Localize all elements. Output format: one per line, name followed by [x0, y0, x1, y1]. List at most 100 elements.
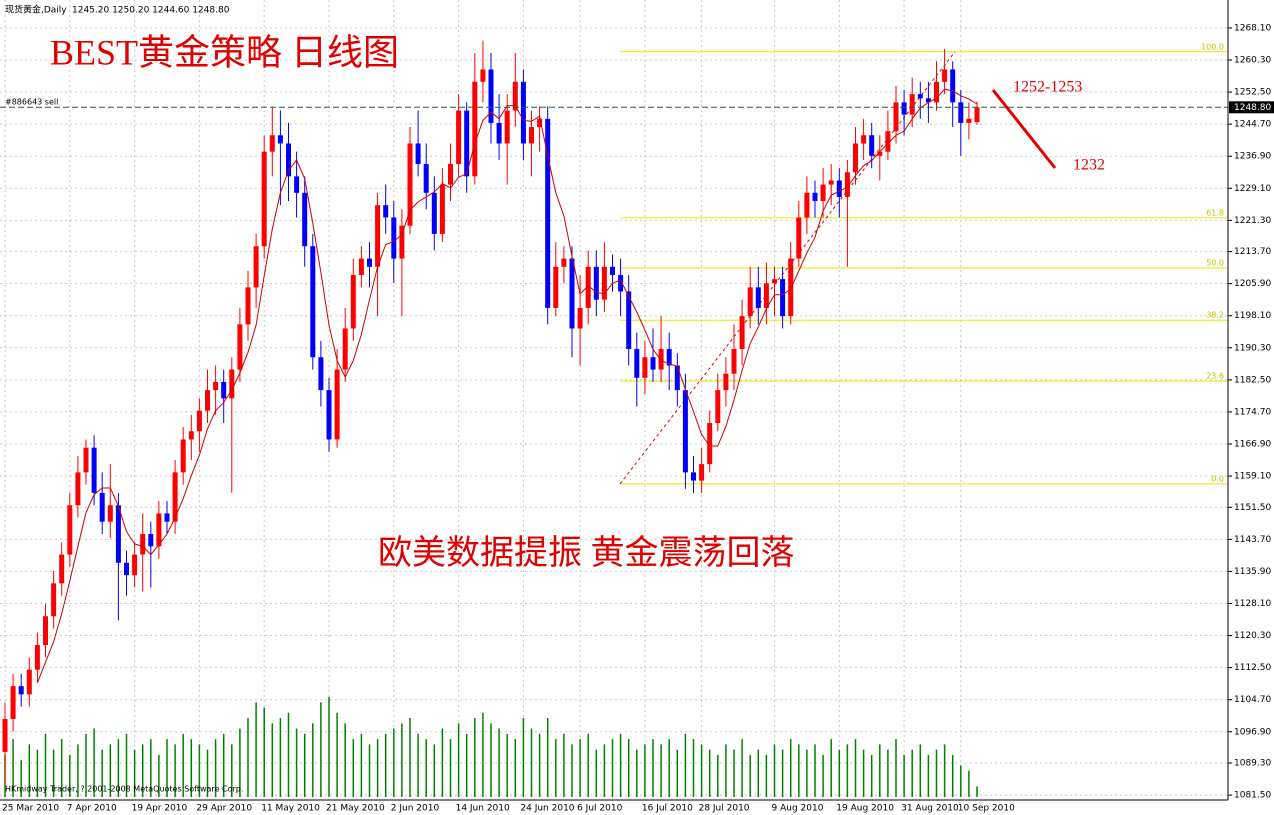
candle-body — [51, 583, 57, 617]
candle-body — [26, 669, 32, 695]
candle-body — [666, 349, 672, 366]
header-symbol: 现货黄金,Daily — [5, 4, 67, 16]
candle-body — [569, 258, 575, 329]
header-ohlc: 1245.20 1250.20 1244.60 1248.80 — [72, 6, 230, 16]
candle-body — [529, 127, 534, 144]
y-tick-label: 1213.70 — [1234, 247, 1271, 257]
y-tick-label: 1260.30 — [1234, 56, 1271, 66]
candle-body — [43, 616, 48, 646]
x-tick-label: 9 Aug 2010 — [772, 804, 824, 814]
y-tick-label: 1166.90 — [1234, 439, 1271, 449]
candle-body — [755, 287, 761, 308]
candle-body — [626, 291, 632, 350]
candle-body — [893, 102, 899, 132]
y-tick-label: 1244.70 — [1234, 120, 1271, 130]
fibo-label: 0.0 — [1211, 474, 1224, 483]
y-tick-label: 1182.50 — [1234, 375, 1271, 385]
y-tick-label: 1135.90 — [1234, 567, 1271, 577]
candle-body — [423, 164, 429, 193]
candle-body — [59, 554, 65, 584]
candle-body — [958, 102, 964, 123]
candle-body — [180, 439, 186, 473]
candle-body — [415, 143, 421, 165]
fibo-label: 100.0 — [1201, 42, 1224, 51]
candle-body — [375, 205, 381, 267]
candle-body — [901, 102, 907, 115]
current-price-label: 1248.80 — [1234, 103, 1271, 113]
candle-body — [504, 110, 510, 144]
x-tick-label: 14 Jun 2010 — [456, 804, 510, 814]
x-tick-label: 16 Jul 2010 — [642, 804, 693, 814]
x-tick-label: 21 May 2010 — [326, 804, 385, 814]
candle-body — [699, 464, 705, 481]
candle-body — [83, 447, 89, 473]
annotation-note: 欧美数据提振 黄金震荡回落 — [378, 534, 795, 572]
candle-body — [593, 266, 599, 300]
candle-body — [115, 505, 121, 563]
candle-body — [350, 275, 356, 329]
candle-body — [480, 69, 486, 82]
candle-body — [439, 184, 445, 234]
y-tick-label: 1268.10 — [1234, 23, 1271, 33]
candle-body — [585, 266, 591, 308]
candle-body — [172, 472, 178, 522]
y-tick-label: 1120.30 — [1234, 631, 1271, 641]
candle-body — [836, 180, 842, 197]
candle-body — [391, 217, 397, 259]
annotation-target-low: 1232 — [1073, 157, 1105, 174]
candle-body — [124, 562, 129, 576]
fibo-layer: 100.0 61.8 50.0 38.2 23.6 0.0 — [619, 42, 1228, 485]
candle-body — [796, 217, 802, 259]
y-tick-label: 1190.30 — [1234, 343, 1271, 353]
candle-body — [99, 492, 105, 522]
candle-body — [245, 287, 251, 325]
candle-body — [334, 369, 340, 440]
x-tick-label: 25 Mar 2010 — [2, 804, 59, 814]
candle-body — [148, 534, 154, 547]
y-tick-label: 1128.10 — [1234, 599, 1271, 609]
fibo-label: 23.6 — [1206, 372, 1224, 381]
candle-body — [75, 472, 81, 506]
candle-body — [942, 69, 948, 82]
candle-body — [925, 98, 931, 103]
candle-body — [512, 81, 518, 111]
candle-body — [448, 164, 453, 185]
candle-body — [869, 135, 875, 156]
candle-body — [383, 205, 389, 218]
x-tick-label: 19 Apr 2010 — [132, 804, 188, 814]
candle-body — [34, 645, 40, 670]
candle-body — [553, 266, 559, 308]
candle-layer — [2, 40, 980, 785]
candle-body — [431, 192, 437, 234]
candle-body — [674, 365, 680, 391]
candle-body — [650, 357, 656, 370]
fibo-trendline — [619, 51, 956, 485]
y-tick-label: 1104.70 — [1234, 695, 1271, 705]
candle-body — [456, 110, 462, 165]
candle-body — [237, 324, 243, 370]
candle-body — [188, 431, 194, 440]
candle-body — [318, 357, 324, 391]
volume-layer — [4, 697, 978, 797]
candle-body — [780, 279, 786, 317]
candle-body — [326, 390, 332, 440]
candle-body — [577, 307, 583, 329]
candle-body — [634, 349, 640, 378]
candle-body — [885, 131, 891, 152]
candle-body — [496, 122, 502, 144]
candle-body — [358, 258, 364, 276]
y-tick-label: 1089.30 — [1234, 759, 1271, 769]
y-tick-label: 1221.30 — [1234, 216, 1271, 226]
candle-body — [488, 69, 494, 123]
x-tick-label: 19 Aug 2010 — [836, 804, 894, 814]
candle-body — [820, 184, 826, 202]
candle-body — [196, 410, 202, 432]
candle-body — [472, 81, 478, 177]
candle-body — [399, 225, 405, 259]
y-tick-label: 1112.50 — [1234, 663, 1271, 673]
candle-body — [966, 118, 972, 123]
candle-body — [934, 81, 939, 103]
candle-body — [950, 69, 956, 103]
